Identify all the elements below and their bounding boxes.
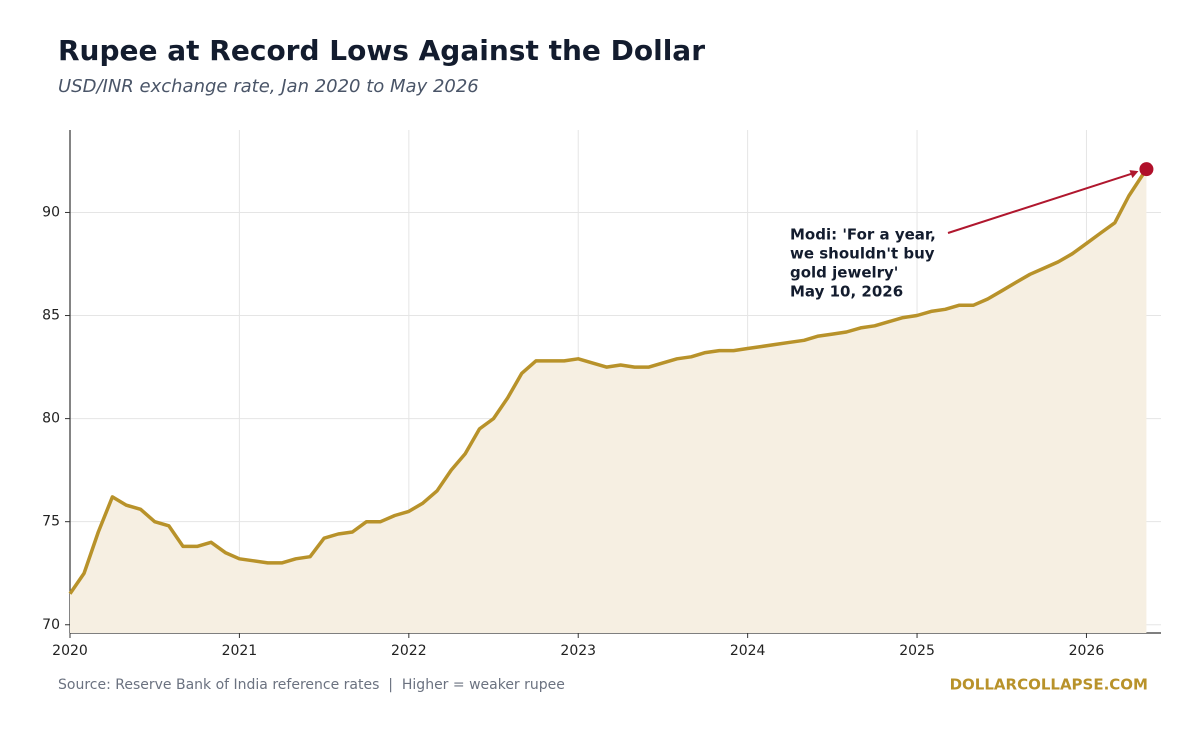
x-tick-label: 2026 — [1069, 643, 1105, 659]
brand: DOLLARCOLLAPSE.COM — [950, 676, 1148, 694]
chart-subtitle: USD/INR exchange rate, Jan 2020 to May 2… — [58, 76, 479, 97]
x-tick-label: 2022 — [391, 643, 427, 659]
area — [70, 169, 1147, 633]
line — [68, 168, 1148, 595]
annotation-text: May 10, 2026 — [790, 283, 903, 301]
annotation-arrow — [947, 171, 1137, 234]
end-marker — [1139, 162, 1154, 177]
y-tick-label: 80 — [42, 411, 60, 427]
x-tick-label: 2024 — [730, 643, 766, 659]
y-tick-label: 75 — [42, 514, 60, 530]
chart-title: Rupee at Record Lows Against the Dollar — [58, 34, 705, 67]
annotation-text: Modi: 'For a year, — [790, 226, 936, 244]
arrow-head — [1129, 170, 1139, 179]
x-tick-label: 2021 — [222, 643, 258, 659]
x-tick-label: 2023 — [560, 643, 596, 659]
source-note: Source: Reserve Bank of India reference … — [58, 677, 565, 693]
x-tick-label: 2020 — [52, 643, 88, 659]
y-tick-label: 85 — [42, 308, 60, 324]
annotation-text: we shouldn't buy — [790, 245, 935, 263]
y-tick-label: 90 — [42, 204, 60, 220]
x-tick-label: 2025 — [899, 643, 935, 659]
annotation-text: gold jewelry' — [790, 264, 898, 282]
y-tick-label: 70 — [42, 617, 60, 633]
